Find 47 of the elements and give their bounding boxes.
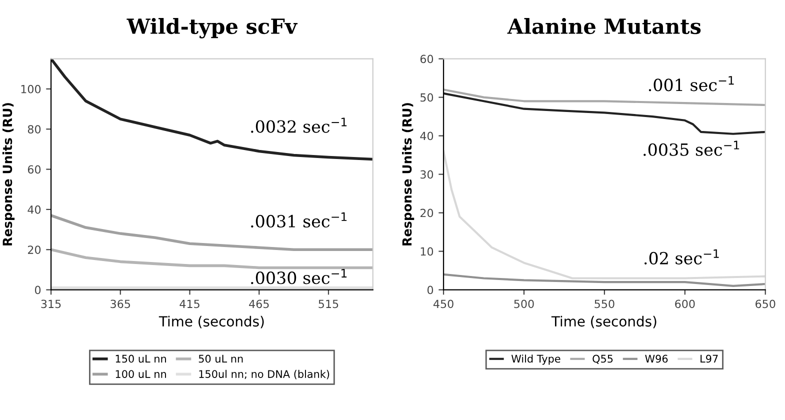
annotation: .0031 sec$^{−1}$ (251, 212, 347, 228)
line-series (444, 92, 766, 135)
annotation: .0032 sec$^{−1}$ (251, 118, 347, 133)
legend-label: 100 uL nn (116, 370, 166, 378)
x-axis-title: Time (seconds) (551, 316, 656, 328)
y-tick-label: 100 (21, 84, 41, 94)
legend-label: 150ul nn; no DNA (blank) (199, 370, 330, 380)
x-axis-title: Time (seconds) (158, 316, 264, 328)
x-tick-label: 465 (249, 300, 269, 308)
y-tick-label: 0 (427, 286, 434, 294)
y-tick-label: 80 (28, 125, 41, 134)
y-tick-label: 60 (420, 54, 434, 64)
annotation: .001 sec$^{−1}$ (648, 76, 734, 92)
annotation: .0030 sec$^{−1}$ (251, 269, 347, 284)
legend-label: L97 (700, 354, 718, 363)
annotation: .0035 sec$^{−1}$ (644, 140, 740, 156)
y-tick-label: 20 (28, 246, 41, 254)
y-tick-label: 40 (420, 132, 434, 140)
chart-title: Wild-type scFv (126, 18, 298, 38)
x-tick-label: 550 (594, 300, 614, 308)
x-tick-label: 450 (433, 300, 454, 308)
legend-label: Q55 (592, 354, 613, 364)
x-tick-label: 515 (318, 300, 338, 308)
x-tick-label: 415 (180, 300, 200, 308)
y-tick-label: 0 (34, 286, 41, 294)
line-series (51, 248, 373, 270)
y-tick-label: 10 (420, 247, 434, 256)
legend-label: 150 uL nn (116, 354, 166, 363)
x-tick-label: 365 (110, 300, 130, 308)
line-series (51, 214, 373, 252)
y-tick-label: 40 (28, 205, 41, 214)
line-series (444, 273, 766, 287)
x-tick-label: 600 (675, 300, 695, 308)
x-tick-label: 500 (514, 300, 534, 308)
x-tick-label: 315 (41, 300, 61, 308)
legend-label: 50 uL nn (198, 354, 243, 363)
legend-label: W96 (645, 354, 668, 363)
y-axis-title: Response Units (RU) (2, 103, 15, 246)
y-tick-label: 50 (420, 93, 434, 102)
y-axis-title: Response Units (RU) (402, 103, 414, 246)
y-tick-label: 20 (420, 208, 434, 218)
chart-title: Alanine Mutants (507, 18, 701, 34)
x-tick-label: 650 (756, 300, 776, 308)
annotation: .02 sec$^{−1}$ (644, 249, 719, 264)
y-tick-label: 30 (420, 170, 434, 179)
y-tick-label: 60 (28, 165, 41, 174)
legend-label: Wild Type (511, 354, 560, 365)
